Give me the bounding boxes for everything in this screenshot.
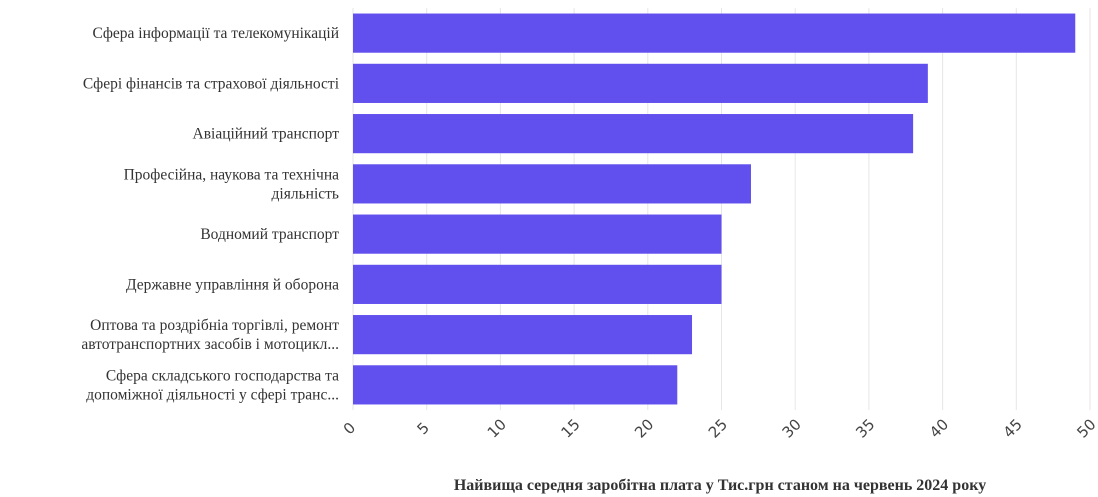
category-label: Водномий транспорт bbox=[200, 226, 339, 243]
x-tick-label: 15 bbox=[557, 415, 583, 441]
x-axis-title: Найвища середня заробітна плата у Тис.гр… bbox=[454, 477, 986, 494]
category-label: Авіаційний транспорт bbox=[193, 126, 340, 143]
x-tick-label: 10 bbox=[484, 415, 510, 441]
bar[interactable] bbox=[353, 214, 722, 254]
x-tick-label: 50 bbox=[1073, 415, 1098, 441]
bar[interactable] bbox=[353, 13, 1076, 53]
x-tick-label: 45 bbox=[1000, 415, 1026, 441]
x-tick-label: 30 bbox=[779, 415, 805, 441]
bar[interactable] bbox=[353, 114, 914, 154]
category-label: допоміжної діяльності у сфері транс... bbox=[86, 386, 339, 403]
x-tick-label: 0 bbox=[340, 419, 359, 438]
category-label: Сфера інформації та телекомунікацій bbox=[93, 25, 339, 42]
category-label: Сфері фінансів та страхової діяльності bbox=[83, 75, 340, 92]
x-tick-label: 5 bbox=[413, 419, 432, 438]
bar[interactable] bbox=[353, 264, 722, 304]
category-label: Державне управління й оборона bbox=[126, 276, 339, 293]
x-tick-label: 25 bbox=[705, 415, 731, 441]
category-label: Сфера складського господарства та bbox=[106, 367, 339, 384]
category-label: автотранспортних засобів і мотоцикл... bbox=[81, 336, 339, 353]
category-label: Оптова та роздрібніа торгівлі, ремонт bbox=[90, 317, 339, 334]
x-tick-labels: 0 5 10 15 20 25 30 35 40 45 50 bbox=[340, 415, 1098, 441]
bar[interactable] bbox=[353, 365, 678, 405]
x-tick-label: 40 bbox=[926, 415, 952, 441]
bar[interactable] bbox=[353, 315, 693, 355]
category-label: діяльність bbox=[272, 185, 339, 202]
x-tick-label: 20 bbox=[631, 415, 657, 441]
bar[interactable] bbox=[353, 63, 928, 103]
bars bbox=[353, 13, 1076, 405]
category-label: Професійна, наукова та технічна bbox=[124, 166, 340, 183]
x-tick-label: 35 bbox=[852, 415, 878, 441]
category-labels: Сфера інформації та телекомунікацій Сфері… bbox=[81, 25, 339, 403]
bar[interactable] bbox=[353, 164, 751, 204]
